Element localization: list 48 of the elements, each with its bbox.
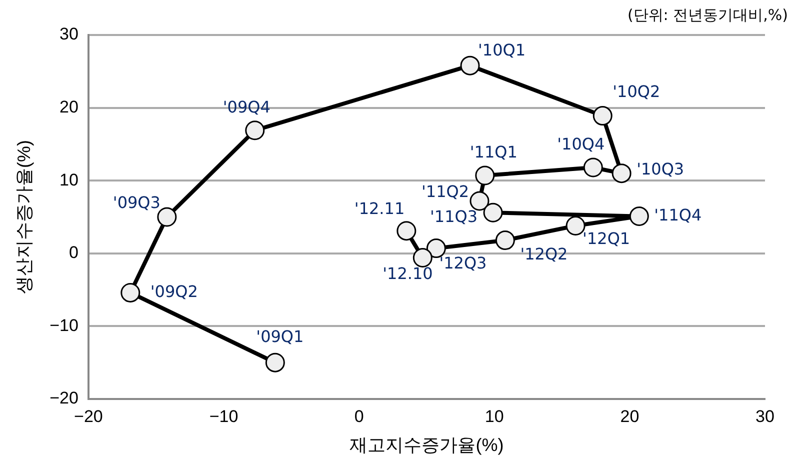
annotation: '12Q2 [520, 244, 568, 264]
point [396, 221, 416, 241]
point [566, 216, 586, 236]
x-axis-title: 재고지수증가율(%) [350, 435, 504, 456]
point [612, 164, 632, 184]
y-tick-label: 0 [68, 243, 78, 262]
point [583, 158, 603, 178]
annotation: '09Q4 [222, 98, 270, 117]
annotation: '11Q2 [421, 182, 470, 202]
point [245, 120, 265, 140]
x-tick-label: 20 [620, 406, 640, 426]
annotation: '12Q1 [582, 228, 630, 248]
annotation: '11Q1 [470, 142, 518, 162]
annotation: '10Q1 [478, 40, 526, 60]
annotation: '10Q3 [636, 159, 684, 178]
annotation: '10Q2 [612, 82, 660, 101]
point [120, 282, 140, 302]
y-tick-label: −10 [50, 316, 78, 335]
point [495, 230, 515, 250]
annotation: '09Q2 [150, 282, 198, 301]
point [460, 56, 480, 76]
y-tick-label: 10 [60, 170, 78, 190]
x-tick-label: 30 [756, 406, 774, 426]
y-tick-label: −20 [50, 388, 78, 408]
point [426, 238, 446, 258]
point [265, 352, 285, 372]
x-tick-label: 10 [484, 406, 504, 426]
annotation: '12Q3 [439, 253, 487, 272]
point [629, 206, 649, 226]
annotation: '12.10 [382, 264, 433, 283]
text: (단위: 전년동기대비,%) [627, 6, 788, 25]
x-tick-label: −10 [209, 406, 238, 426]
point [483, 202, 503, 222]
x-tick-label: −20 [74, 406, 103, 426]
annotation: '11Q4 [654, 205, 702, 224]
annotation: '09Q3 [112, 193, 160, 212]
y-axis-title: 생산지수증가율(%) [14, 140, 34, 294]
point [470, 191, 490, 211]
x-tick-label: 0 [354, 406, 364, 426]
annotation: '11Q3 [430, 206, 478, 226]
y-tick-label: 20 [60, 97, 78, 116]
annotation: '12.11 [354, 198, 405, 218]
annotation: '10Q4 [557, 134, 605, 154]
point [475, 166, 495, 186]
y-tick-label: 30 [60, 24, 78, 44]
point [412, 248, 432, 268]
annotation: '09Q1 [256, 326, 304, 346]
point [592, 106, 612, 126]
